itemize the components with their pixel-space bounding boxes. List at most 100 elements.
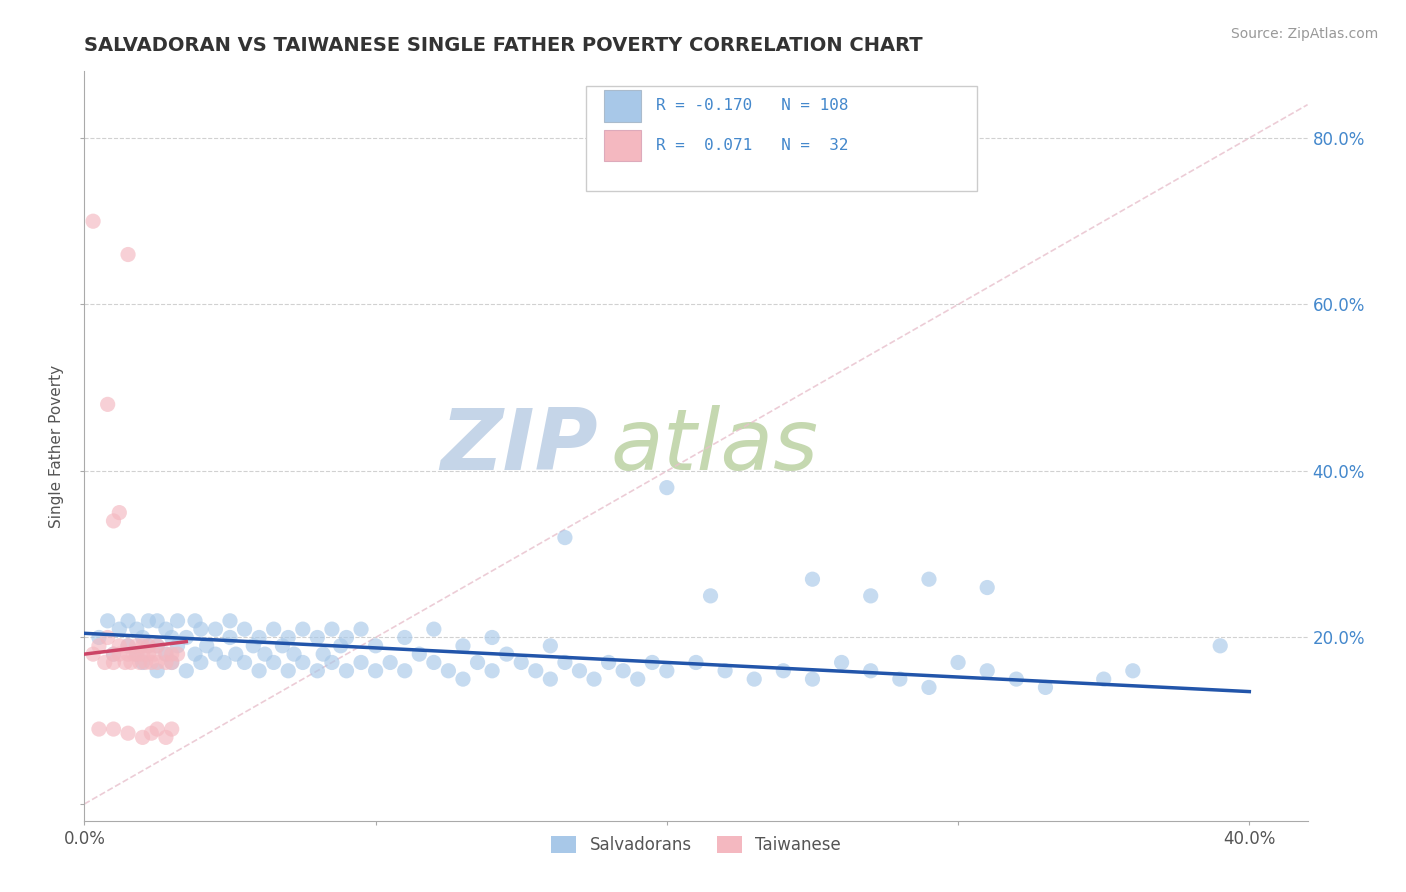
Point (801, 572, 824, 586)
Point (772, 664, 794, 678)
Point (699, 589, 721, 603)
Point (1005, 672, 1028, 686)
Point (312, 647, 335, 661)
Point (122, 647, 145, 661)
Point (138, 639, 160, 653)
Point (155, 656, 177, 670)
Point (685, 656, 707, 670)
Point (583, 672, 606, 686)
Point (655, 664, 678, 678)
Point (253, 647, 276, 661)
Point (918, 681, 941, 695)
Point (82, 214, 104, 228)
Point (554, 656, 576, 670)
Point (82, 647, 104, 661)
Point (103, 647, 125, 661)
Point (859, 664, 882, 678)
Point (451, 639, 474, 653)
Point (108, 622, 131, 636)
Point (495, 647, 517, 661)
Point (166, 639, 188, 653)
Point (1035, 681, 1057, 695)
Point (233, 656, 256, 670)
FancyBboxPatch shape (605, 90, 641, 121)
Point (233, 622, 256, 636)
Point (166, 614, 188, 628)
Point (146, 614, 169, 628)
Point (138, 614, 160, 628)
Text: R = -0.170   N = 108: R = -0.170 N = 108 (655, 98, 848, 113)
Point (380, 656, 402, 670)
Point (247, 631, 270, 645)
Point (321, 656, 343, 670)
Point (160, 722, 183, 736)
Point (350, 656, 373, 670)
Point (131, 631, 153, 645)
Point (271, 639, 294, 653)
Point (394, 631, 416, 645)
Point (135, 656, 157, 670)
Point (128, 656, 150, 670)
Point (160, 647, 183, 661)
Point (554, 531, 576, 545)
Point (976, 581, 998, 595)
Point (146, 722, 169, 736)
Point (467, 656, 489, 670)
Point (538, 672, 561, 686)
Point (641, 656, 664, 670)
Point (918, 572, 941, 586)
Point (946, 656, 969, 670)
Point (423, 656, 446, 670)
Text: R =  0.071   N =  32: R = 0.071 N = 32 (655, 138, 848, 153)
Point (117, 647, 139, 661)
Point (131, 731, 153, 745)
Point (394, 664, 416, 678)
Point (160, 631, 183, 645)
Point (889, 672, 911, 686)
Point (976, 664, 998, 678)
Point (146, 639, 169, 653)
Point (568, 664, 591, 678)
Point (350, 622, 373, 636)
Point (103, 647, 125, 661)
Point (125, 622, 148, 636)
Point (117, 639, 139, 653)
Point (627, 672, 650, 686)
Point (481, 631, 503, 645)
Point (184, 647, 207, 661)
Point (364, 639, 387, 653)
Point (212, 656, 235, 670)
Point (93, 656, 115, 670)
Point (184, 614, 207, 628)
Point (131, 656, 153, 670)
Point (146, 664, 169, 678)
FancyBboxPatch shape (605, 130, 641, 161)
Point (125, 639, 148, 653)
Point (155, 731, 177, 745)
Point (155, 622, 177, 636)
Point (138, 639, 160, 653)
Point (612, 664, 634, 678)
Point (108, 506, 131, 520)
Text: ZIP: ZIP (440, 404, 598, 488)
Point (408, 647, 430, 661)
Point (219, 631, 242, 645)
Point (524, 664, 547, 678)
Point (155, 647, 177, 661)
Point (510, 656, 533, 670)
Point (291, 656, 314, 670)
Point (831, 656, 853, 670)
Point (125, 647, 148, 661)
Point (283, 647, 305, 661)
Point (166, 647, 188, 661)
Point (451, 672, 474, 686)
Point (204, 622, 226, 636)
Point (131, 647, 153, 661)
Point (160, 656, 183, 670)
Point (117, 614, 139, 628)
Point (117, 726, 139, 740)
Point (219, 614, 242, 628)
Point (138, 647, 160, 661)
Point (103, 514, 125, 528)
Point (103, 722, 125, 736)
